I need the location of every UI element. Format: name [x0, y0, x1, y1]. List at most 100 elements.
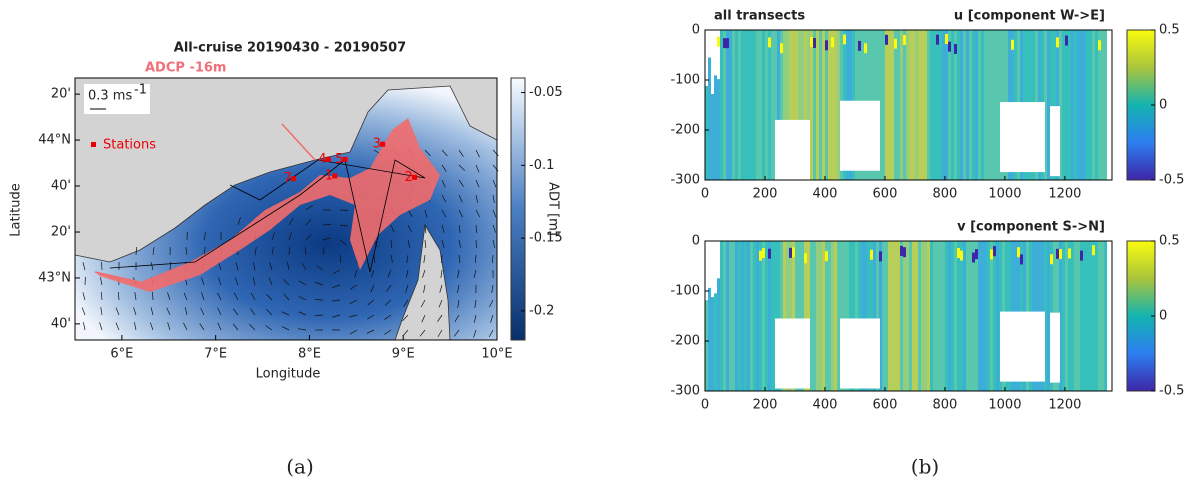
heatmap-cell — [1011, 39, 1014, 50]
vector — [100, 277, 103, 286]
heatmap-column — [795, 241, 798, 391]
heatmap-column — [1065, 30, 1068, 180]
vector — [217, 307, 222, 316]
heatmap-column — [927, 241, 930, 391]
heatmap-column — [879, 241, 882, 391]
heatmap-column — [726, 241, 729, 391]
vector — [115, 322, 120, 331]
y-tick-label: -100 — [670, 73, 700, 88]
heatmap-column — [873, 241, 876, 391]
cruise-track — [109, 159, 426, 273]
heatmap-column — [1083, 241, 1086, 391]
vector — [473, 329, 477, 338]
heatmap-column — [960, 30, 963, 180]
heatmap-column — [909, 241, 912, 391]
heatmap-column — [984, 30, 987, 180]
heatmap-column — [930, 241, 933, 391]
heatmap-column — [912, 30, 915, 180]
vector — [134, 322, 137, 331]
vector — [304, 247, 307, 256]
vector — [441, 149, 448, 157]
heatmap-column — [1104, 30, 1107, 180]
heatmap-cell — [993, 246, 996, 257]
y-axis-label: Latitude — [9, 183, 24, 237]
vector — [367, 299, 375, 306]
heatmap-column — [972, 30, 975, 180]
vector — [314, 314, 324, 316]
heatmap-cell — [810, 37, 813, 48]
heatmap-column — [711, 297, 714, 391]
vector — [100, 292, 103, 301]
vector — [407, 224, 412, 233]
vector — [453, 329, 460, 337]
heatmap-column — [792, 241, 795, 391]
vector — [200, 307, 205, 316]
heatmap-column — [741, 241, 744, 391]
vector — [492, 254, 494, 264]
vector — [288, 247, 291, 256]
heatmap-column — [882, 30, 885, 180]
heatmap-column — [714, 75, 717, 180]
vector — [457, 284, 460, 293]
heatmap-column — [732, 241, 735, 391]
heatmap-column — [927, 30, 930, 180]
heatmap-cell — [717, 36, 720, 47]
heatmap-cell — [903, 247, 906, 258]
vector — [81, 307, 86, 316]
x-tick-label: 800 — [933, 398, 958, 413]
y-tick-label: -300 — [670, 173, 700, 188]
heatmap-column — [924, 30, 927, 180]
vector — [217, 322, 222, 331]
heatmap-column — [996, 241, 999, 391]
track-arrow — [281, 123, 316, 161]
heatmap-column — [756, 241, 759, 391]
heatmap-column — [900, 241, 903, 391]
heatmap-column — [765, 30, 768, 180]
heatmap-cell — [762, 248, 765, 259]
heatmap-column — [876, 241, 879, 391]
x-axis-label: Longitude — [256, 367, 321, 382]
vector — [314, 299, 324, 301]
vector — [339, 254, 342, 263]
vector — [475, 209, 481, 218]
heatmap-column — [954, 241, 957, 391]
vector — [288, 218, 294, 226]
heatmap-cell — [759, 250, 762, 261]
vector — [457, 299, 460, 308]
heatmap-column — [984, 241, 987, 391]
heatmap-cell — [1056, 248, 1059, 259]
vector — [298, 280, 307, 286]
heatmap-column — [891, 241, 894, 391]
y-tick-label: 40' — [51, 178, 71, 193]
heatmap-column — [771, 241, 774, 391]
colorbar-tick-label: -0.2 — [529, 303, 554, 318]
heatmap-column — [1047, 241, 1050, 391]
data-gap — [1050, 106, 1060, 177]
heatmap-column — [1065, 241, 1068, 391]
scale-unit-power: -1 — [134, 83, 147, 98]
vector — [149, 322, 154, 331]
vector — [250, 292, 256, 301]
heatmap-column — [969, 30, 972, 180]
vector — [370, 269, 375, 278]
heatmap-column — [732, 30, 735, 180]
vector — [339, 224, 348, 227]
colorbar-tick-label: 0.5 — [1159, 234, 1180, 249]
vector — [349, 329, 358, 335]
heatmap-column — [804, 30, 807, 180]
heatmap-column — [837, 241, 840, 391]
heatmap-column — [720, 241, 723, 391]
vector — [134, 292, 137, 301]
vector — [440, 269, 443, 278]
heatmap-cell — [843, 34, 846, 45]
station-label: 4 — [318, 152, 326, 167]
heatmap-cell — [1050, 254, 1053, 265]
x-tick-label: 6°E — [110, 347, 133, 362]
vector — [185, 247, 188, 256]
vector — [265, 325, 273, 331]
vector — [441, 254, 443, 264]
vector — [305, 233, 312, 241]
heatmap-column — [882, 241, 885, 391]
vector — [420, 299, 426, 308]
